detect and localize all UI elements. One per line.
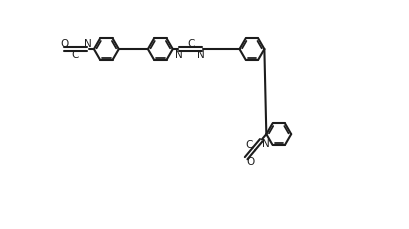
Text: N: N bbox=[175, 50, 183, 60]
Text: O: O bbox=[247, 157, 255, 167]
Text: O: O bbox=[60, 38, 68, 49]
Text: N: N bbox=[84, 38, 92, 49]
Text: C: C bbox=[72, 50, 79, 60]
Text: C: C bbox=[245, 140, 253, 150]
Text: C: C bbox=[187, 38, 194, 49]
Text: N: N bbox=[198, 50, 205, 60]
Text: N: N bbox=[262, 139, 270, 149]
